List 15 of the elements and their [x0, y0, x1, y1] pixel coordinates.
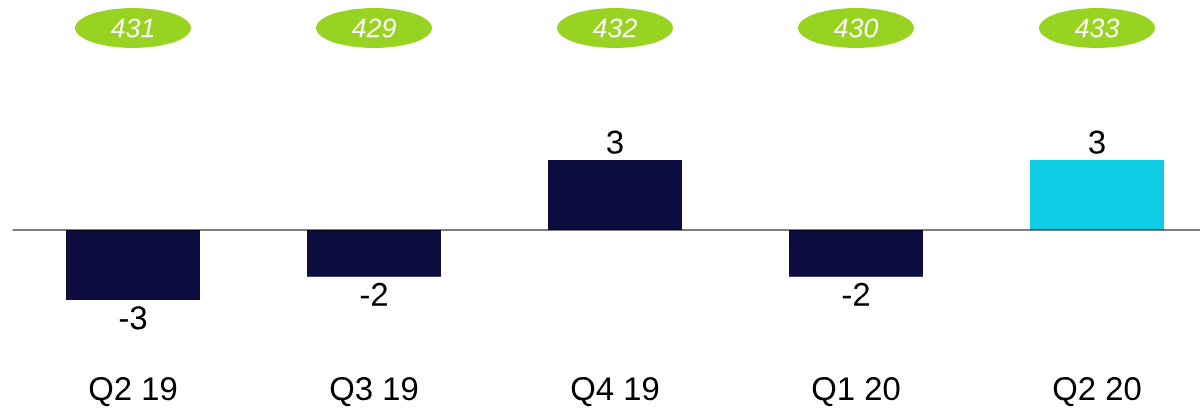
x-tick-label: Q2 20	[1053, 377, 1141, 407]
x-tick-label: Q1 20	[812, 377, 900, 407]
data-label: -2	[360, 282, 387, 306]
text: 433	[1074, 18, 1120, 38]
x-tick-label: Q3 19	[330, 377, 418, 407]
text: 430	[833, 18, 879, 38]
data-label: -2	[842, 282, 869, 306]
data-label: -3	[119, 306, 147, 330]
data-label: 3	[1089, 130, 1105, 154]
x-tick-label: Q2 19	[89, 377, 177, 407]
text: 429	[351, 18, 396, 38]
x-tick-label: Q4 19	[571, 377, 659, 407]
text: 432	[592, 18, 638, 38]
data-label: 3	[607, 130, 623, 154]
text: 431	[110, 18, 154, 38]
